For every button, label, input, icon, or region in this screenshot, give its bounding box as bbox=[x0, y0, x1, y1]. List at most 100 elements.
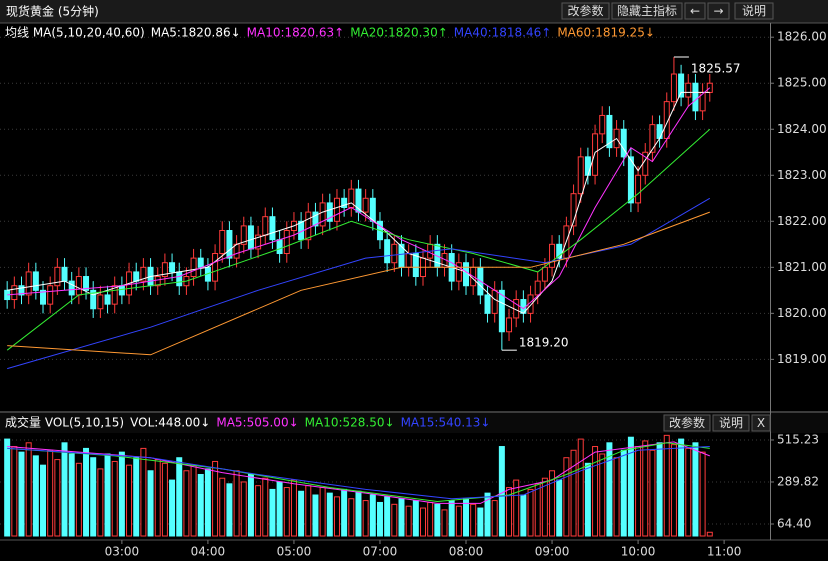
volume-bar bbox=[305, 485, 312, 537]
candle-body bbox=[326, 202, 333, 222]
volume-bar bbox=[212, 460, 219, 537]
volume-bar bbox=[584, 462, 591, 537]
volume-bar bbox=[412, 500, 419, 537]
volume-bar bbox=[570, 449, 577, 537]
ma-line bbox=[7, 197, 711, 370]
volume-bar bbox=[391, 503, 398, 537]
candle-body bbox=[276, 239, 283, 255]
candle-body bbox=[154, 276, 161, 287]
y-tick-label: 1822.00 bbox=[777, 214, 827, 228]
volume-bar bbox=[154, 459, 161, 537]
button[interactable] bbox=[611, 2, 683, 20]
volume-bar bbox=[577, 438, 584, 537]
candle-body bbox=[455, 262, 462, 282]
volume-bar bbox=[47, 449, 54, 537]
candle-body bbox=[212, 253, 219, 282]
candle-body bbox=[233, 243, 240, 259]
volume-bar bbox=[298, 490, 305, 537]
annotation-label: 1819.20 bbox=[519, 336, 569, 350]
candle-body bbox=[190, 257, 197, 278]
volume-bar bbox=[563, 457, 570, 537]
volume-bar bbox=[32, 455, 39, 537]
volume-bar bbox=[226, 483, 233, 537]
candle-body bbox=[255, 234, 262, 250]
y-tick-label: 1821.00 bbox=[777, 260, 827, 274]
volume-bar bbox=[678, 438, 685, 537]
x-tick-label: 11:00 bbox=[707, 545, 742, 559]
volume-bar bbox=[75, 462, 82, 537]
y-tick-label: 1820.00 bbox=[777, 306, 827, 320]
volume-bar bbox=[455, 505, 462, 537]
ma-line bbox=[7, 442, 710, 503]
button[interactable] bbox=[561, 2, 610, 20]
volume-bar bbox=[169, 479, 176, 537]
volume-bar bbox=[613, 457, 620, 537]
candle-body bbox=[549, 243, 556, 268]
volume-bar bbox=[183, 470, 190, 537]
candle-body bbox=[75, 276, 82, 296]
candle-body bbox=[362, 197, 369, 213]
candle-body bbox=[599, 114, 606, 135]
candle-body bbox=[692, 82, 699, 112]
ma-line bbox=[7, 446, 710, 500]
candle-body bbox=[226, 230, 233, 259]
button[interactable] bbox=[712, 414, 750, 432]
button[interactable] bbox=[663, 414, 711, 432]
volume-bar bbox=[556, 479, 563, 537]
legend-entry: MA10:1820.63↑ bbox=[247, 26, 345, 40]
legend-entry: MA10:528.50↓ bbox=[305, 416, 395, 430]
volume-bar bbox=[4, 438, 11, 537]
button-label[interactable]: 说明 bbox=[719, 415, 743, 430]
volume-bar bbox=[606, 442, 613, 537]
candle-body bbox=[11, 285, 18, 301]
volume-bar bbox=[635, 446, 642, 537]
candle-body bbox=[534, 280, 541, 296]
candle-body bbox=[68, 280, 75, 296]
candle-body bbox=[369, 197, 376, 222]
button-label[interactable]: ← bbox=[690, 4, 700, 18]
button-label[interactable]: 改参数 bbox=[567, 3, 603, 18]
candle-body bbox=[333, 197, 340, 222]
button-label[interactable]: 改参数 bbox=[669, 415, 705, 430]
button-label[interactable]: 隐藏主指标 bbox=[617, 3, 677, 18]
volume-bar bbox=[384, 496, 391, 537]
volume-bar bbox=[97, 468, 104, 537]
volume-bar bbox=[484, 492, 491, 537]
button[interactable] bbox=[751, 414, 771, 432]
volume-bar bbox=[262, 477, 269, 537]
candle-body bbox=[140, 266, 147, 282]
x-tick-label: 09:00 bbox=[535, 545, 570, 559]
candle-body bbox=[584, 156, 591, 176]
volume-bar bbox=[68, 453, 75, 537]
legend-entry: MA5:505.00↓ bbox=[216, 416, 298, 430]
candle-body bbox=[391, 243, 398, 264]
button[interactable] bbox=[707, 2, 730, 20]
volume-bar bbox=[204, 468, 211, 537]
volume-bar bbox=[326, 492, 333, 537]
volume-bar bbox=[233, 470, 240, 537]
candle-body bbox=[663, 101, 670, 139]
candle-body bbox=[491, 289, 498, 314]
button[interactable] bbox=[734, 2, 774, 20]
volume-bar bbox=[126, 464, 133, 537]
button-label[interactable]: 说明 bbox=[742, 3, 766, 18]
candle-body bbox=[240, 225, 247, 245]
candle-body bbox=[197, 257, 204, 268]
button-label[interactable]: X bbox=[757, 416, 765, 430]
volume-bar bbox=[18, 451, 25, 537]
candle-body bbox=[47, 285, 54, 305]
button[interactable] bbox=[684, 2, 706, 20]
candle-body bbox=[169, 262, 176, 273]
volume-bar bbox=[219, 477, 226, 537]
volume-bar bbox=[599, 453, 606, 537]
volume-bar bbox=[190, 464, 197, 537]
candle-body bbox=[61, 266, 68, 282]
button-label[interactable]: → bbox=[713, 4, 723, 18]
volume-bar bbox=[247, 473, 254, 537]
volume-header bbox=[0, 413, 828, 433]
x-tick-label: 04:00 bbox=[191, 545, 226, 559]
volume-bar bbox=[312, 494, 319, 537]
volume-bar bbox=[491, 500, 498, 537]
volume-bar bbox=[11, 446, 18, 537]
volume-bar bbox=[405, 505, 412, 537]
